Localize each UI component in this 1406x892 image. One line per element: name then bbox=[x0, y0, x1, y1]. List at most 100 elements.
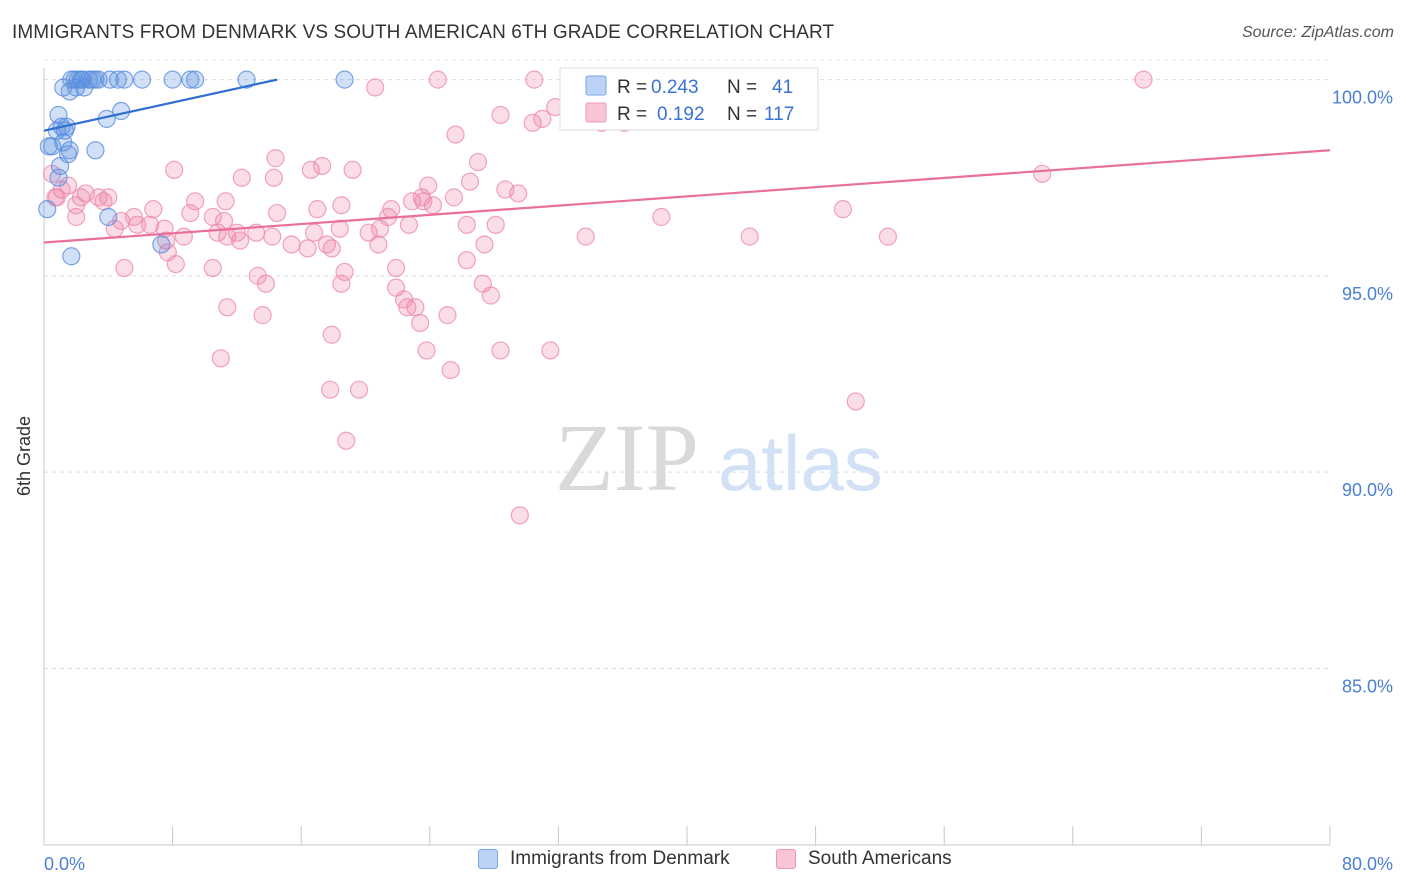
data-point-south-americans bbox=[349, 380, 369, 399]
data-point-south-americans bbox=[475, 235, 494, 254]
data-point-south-americans bbox=[481, 286, 500, 305]
data-point-south-americans bbox=[411, 313, 430, 333]
stats-r-label-2: R = bbox=[617, 104, 647, 125]
data-point-south-americans bbox=[174, 227, 193, 246]
data-point-south-americans bbox=[312, 156, 332, 176]
chart-title: IMMIGRANTS FROM DENMARK VS SOUTH AMERICA… bbox=[12, 22, 835, 43]
data-point-south-americans bbox=[211, 349, 230, 368]
data-point-denmark bbox=[38, 200, 57, 219]
legend-label-south: South Americans bbox=[808, 848, 952, 869]
data-point-south-americans bbox=[370, 219, 390, 238]
data-point-south-americans bbox=[263, 227, 282, 246]
legend-item-south[interactable]: South Americans bbox=[776, 848, 952, 870]
data-point-south-americans bbox=[833, 200, 853, 219]
data-point-south-americans bbox=[115, 258, 134, 278]
stats-r-value-1: 0.243 bbox=[651, 77, 699, 98]
data-point-south-americans bbox=[216, 192, 235, 211]
grid-layer bbox=[44, 59, 1330, 669]
data-point-denmark bbox=[49, 168, 68, 187]
data-point-south-americans bbox=[441, 360, 460, 380]
data-point-south-americans bbox=[428, 70, 447, 89]
x-tick-label-max: 80.0% bbox=[1342, 854, 1393, 874]
data-point-south-americans bbox=[144, 200, 163, 219]
data-point-south-americans bbox=[399, 215, 419, 234]
legend-swatch-denmark bbox=[478, 849, 498, 869]
data-point-denmark bbox=[237, 70, 256, 89]
data-point-south-americans bbox=[1134, 70, 1153, 89]
data-point-denmark bbox=[86, 141, 105, 160]
watermark-zip: ZIP bbox=[555, 404, 699, 511]
legend-label-denmark: Immigrants from Denmark bbox=[510, 848, 730, 869]
data-point-south-americans bbox=[231, 231, 250, 250]
data-point-south-americans bbox=[253, 306, 272, 325]
data-point-south-americans bbox=[525, 70, 544, 89]
data-point-south-americans bbox=[412, 188, 431, 207]
watermark-atlas: atlas bbox=[718, 419, 883, 507]
data-point-denmark bbox=[186, 70, 205, 89]
trend-line-south-americans bbox=[43, 149, 1331, 244]
y-axis-label: 6th Grade bbox=[14, 416, 34, 496]
data-point-south-americans bbox=[186, 192, 205, 211]
watermark: ZIP atlas bbox=[555, 404, 883, 511]
bottom-legend: Immigrants from Denmark South Americans bbox=[0, 848, 1406, 880]
data-point-south-americans bbox=[366, 78, 385, 97]
data-point-denmark bbox=[42, 137, 62, 156]
data-point-south-americans bbox=[457, 251, 476, 270]
data-point-denmark bbox=[115, 70, 134, 89]
data-point-south-americans bbox=[124, 207, 144, 227]
data-point-south-americans bbox=[47, 188, 66, 207]
data-point-south-americans bbox=[509, 184, 528, 203]
stats-n-value-1: 41 bbox=[772, 77, 793, 98]
x-tick-label-min: 0.0% bbox=[44, 854, 85, 874]
data-point-south-americans bbox=[298, 239, 317, 258]
data-point-south-americans bbox=[282, 235, 301, 254]
data-point-denmark bbox=[335, 70, 354, 89]
data-point-south-americans bbox=[576, 227, 595, 246]
data-point-south-americans bbox=[460, 172, 480, 191]
x-tick-marks bbox=[43, 826, 1331, 845]
trend-lines bbox=[43, 78, 1331, 244]
stats-n-label-1: N = bbox=[727, 77, 757, 98]
data-point-denmark bbox=[181, 70, 200, 89]
data-point-south-americans bbox=[267, 203, 287, 223]
y-tick-label: 90.0% bbox=[1342, 480, 1393, 500]
data-point-south-americans bbox=[652, 207, 671, 227]
data-point-denmark bbox=[112, 101, 131, 121]
data-point-south-americans bbox=[523, 113, 542, 132]
data-point-denmark bbox=[60, 82, 79, 101]
y-tick-label: 85.0% bbox=[1342, 676, 1393, 696]
data-point-denmark bbox=[163, 70, 182, 89]
data-point-denmark bbox=[62, 247, 81, 266]
data-point-south-americans bbox=[398, 298, 417, 317]
data-point-south-americans bbox=[541, 341, 560, 360]
data-point-south-americans bbox=[1033, 164, 1052, 183]
data-point-south-americans bbox=[332, 274, 351, 293]
data-point-south-americans bbox=[218, 298, 237, 317]
data-point-south-americans bbox=[208, 223, 227, 242]
legend-item-denmark[interactable]: Immigrants from Denmark bbox=[478, 848, 730, 870]
stats-n-label-2: N = bbox=[727, 104, 757, 125]
data-point-south-americans bbox=[322, 239, 341, 258]
y-tick-label: 100.0% bbox=[1332, 88, 1393, 108]
data-point-south-americans bbox=[386, 258, 406, 278]
data-point-south-americans bbox=[468, 152, 488, 172]
data-point-denmark bbox=[75, 78, 94, 97]
data-point-south-americans bbox=[332, 196, 351, 215]
data-point-south-americans bbox=[256, 274, 275, 293]
data-point-denmark bbox=[152, 235, 171, 254]
data-point-south-americans bbox=[232, 168, 251, 187]
data-point-south-americans bbox=[446, 125, 465, 144]
data-point-south-americans bbox=[140, 215, 160, 234]
data-point-south-americans bbox=[438, 306, 457, 325]
data-point-south-americans bbox=[181, 203, 200, 223]
stats-swatch-south bbox=[585, 102, 607, 123]
data-point-south-americans bbox=[264, 168, 283, 187]
data-point-south-americans bbox=[203, 258, 222, 278]
stats-legend: R = 0.243 N = 41 R = 0.192 N = 117 bbox=[559, 67, 819, 131]
data-point-south-americans bbox=[740, 227, 759, 246]
data-point-south-americans bbox=[417, 341, 436, 360]
data-point-south-americans bbox=[533, 109, 552, 128]
source-label: Source: ZipAtlas.com bbox=[1241, 24, 1394, 41]
data-point-denmark bbox=[99, 207, 118, 227]
